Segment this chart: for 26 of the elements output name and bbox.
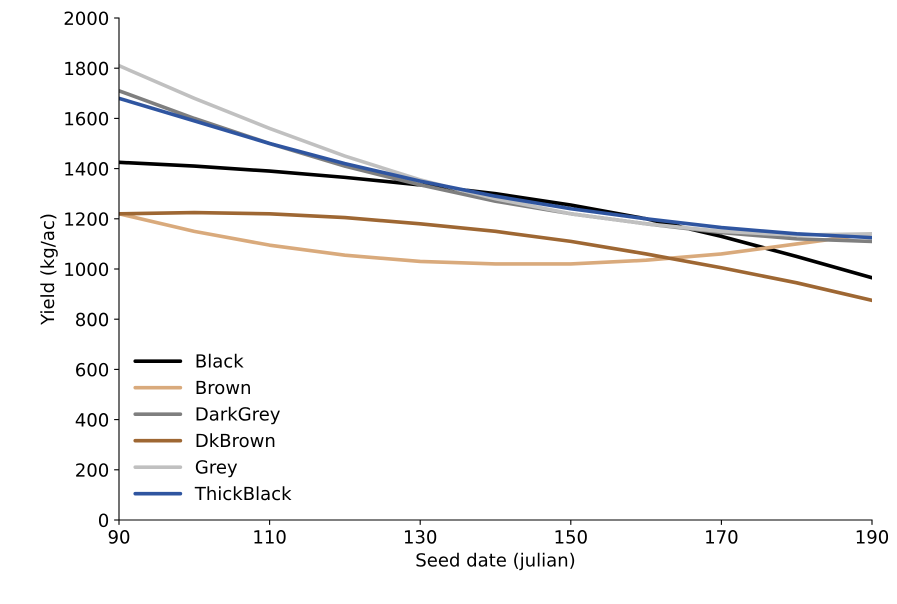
legend-label: Grey [196, 460, 238, 478]
y-tick-label: 0 [98, 513, 108, 528]
y-tick-label: 1600 [65, 112, 108, 126]
legend-label: DarkGrey [196, 406, 280, 424]
x-tick-label: 90 [108, 530, 130, 544]
x-tick-label: 130 [404, 530, 436, 544]
line-series [119, 210, 872, 302]
y-tick-label: 1800 [65, 62, 108, 76]
x-tick-label: 190 [856, 530, 888, 544]
y-tick-label: 800 [76, 312, 108, 326]
legend-label: Brown [196, 380, 250, 394]
x-axis-title: Seed date (julian) [416, 552, 574, 570]
y-tick-label: 600 [76, 362, 108, 377]
legend-label: Black [196, 354, 244, 368]
legend-label: ThickBlack [194, 486, 292, 500]
x-tick-label: 150 [556, 530, 587, 544]
legend-label: DkBrown [196, 433, 274, 448]
y-tick-label: 200 [76, 463, 108, 477]
y-tick-label: 1200 [65, 212, 108, 226]
y-tick-label: 1400 [65, 162, 108, 176]
x-tick-label: 170 [706, 530, 738, 544]
y-axis-title: Yield (kg/ac) [40, 214, 58, 325]
y-tick-label: 400 [76, 413, 108, 427]
y-tick-label: 2000 [64, 11, 108, 26]
y-tick-label: 1000 [65, 262, 108, 276]
x-tick-label: 110 [254, 530, 286, 544]
